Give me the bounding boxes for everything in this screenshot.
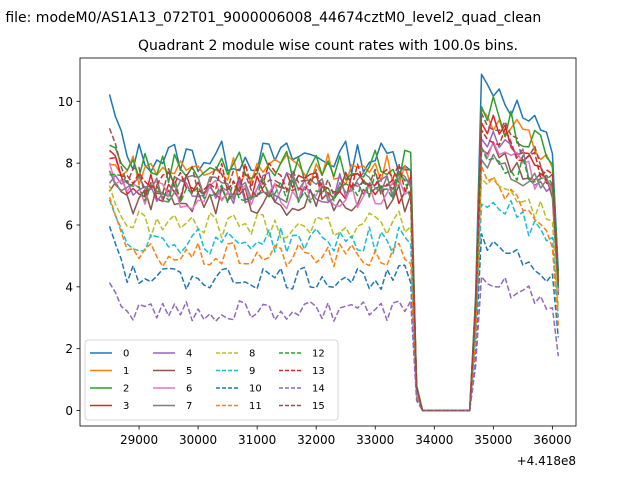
legend-frame xyxy=(84,339,339,421)
legend-label-8: 8 xyxy=(249,349,255,360)
series-line-9 xyxy=(108,199,560,412)
legend-label-14: 14 xyxy=(312,384,325,395)
legend-label-7: 7 xyxy=(186,401,192,412)
x-tick-label: 35000 xyxy=(474,433,512,447)
x-offset-label: +4.418e8 xyxy=(517,454,576,468)
series-line-8 xyxy=(108,175,560,412)
y-tick-label: 10 xyxy=(58,95,73,109)
series-line-12 xyxy=(109,147,560,412)
axes: 29000 30000 31000 32000 33000 34000 35000 36000… xyxy=(58,95,572,447)
chart-title: Quadrant 2 module wise count rates with … xyxy=(138,38,518,54)
legend-label-3: 3 xyxy=(123,401,129,412)
x-tick-label: 29000 xyxy=(120,433,158,447)
x-tick-label: 32000 xyxy=(297,433,335,447)
legend-label-11: 11 xyxy=(249,401,262,412)
series-line-13 xyxy=(109,127,560,412)
y-tick-label: 6 xyxy=(65,218,73,232)
figure-suptitle: n file: modeM0/AS1A13_072T01_9000006008_… xyxy=(0,10,541,26)
y-tick-label: 4 xyxy=(65,280,73,294)
series-line-2 xyxy=(109,95,560,412)
legend-label-0: 0 xyxy=(123,349,129,360)
x-tick-label: 33000 xyxy=(356,433,394,447)
y-tick-label: 8 xyxy=(65,157,73,171)
x-tick-label: 30000 xyxy=(179,433,217,447)
series-line-10 xyxy=(108,225,560,412)
plot-border xyxy=(79,57,577,427)
y-tick-label: 2 xyxy=(65,342,73,356)
legend-label-4: 4 xyxy=(186,349,192,360)
legend-label-12: 12 xyxy=(312,349,325,360)
legend-label-9: 9 xyxy=(249,366,255,377)
y-tick-label: 0 xyxy=(65,404,73,418)
legend-label-15: 15 xyxy=(312,401,325,412)
series-line-11 xyxy=(108,165,560,412)
x-tick-label: 34000 xyxy=(415,433,453,447)
x-tick-label: 36000 xyxy=(533,433,571,447)
legend-label-1: 1 xyxy=(123,366,129,377)
legend-label-13: 13 xyxy=(312,366,325,377)
legend-label-6: 6 xyxy=(186,384,192,395)
series-line-14 xyxy=(108,275,560,412)
legend-label-5: 5 xyxy=(186,366,192,377)
series-layer xyxy=(108,73,560,412)
series-line-0 xyxy=(108,73,560,412)
legend-label-10: 10 xyxy=(249,384,262,395)
x-tick-label: 31000 xyxy=(238,433,276,447)
legend-label-2: 2 xyxy=(123,384,129,395)
series-line-15 xyxy=(108,112,560,412)
